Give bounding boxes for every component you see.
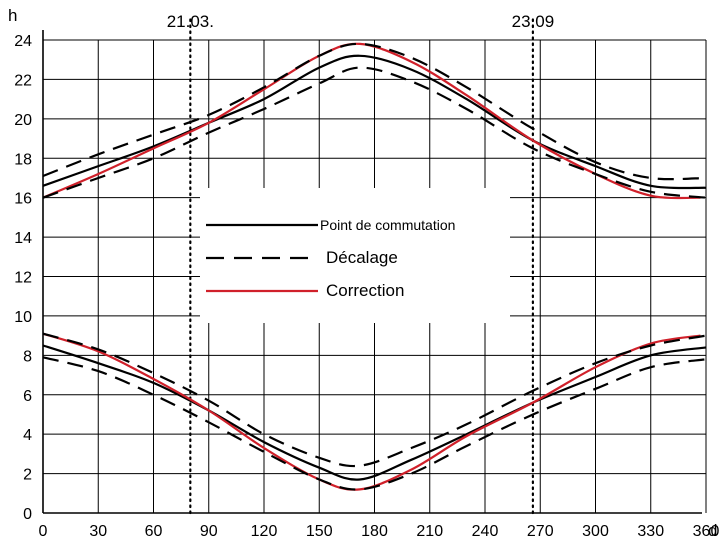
y-tick-label: 8	[23, 348, 32, 365]
date-marker-label: 21.03.	[167, 12, 214, 31]
x-tick-label: 240	[472, 523, 499, 540]
y-tick-label: 12	[14, 270, 32, 287]
y-tick-label: 2	[23, 467, 32, 484]
legend-label-offset: Décalage	[326, 248, 398, 267]
series-line-correction	[42, 42, 701, 200]
series-line-point-de-commutation	[42, 344, 707, 481]
y-tick-label: 4	[23, 427, 32, 444]
x-tick-label: 150	[306, 523, 333, 540]
y-tick-label: 10	[14, 309, 32, 326]
y-tick-label: 0	[23, 506, 32, 523]
y-tick-label: 20	[14, 112, 32, 129]
legend-background	[200, 188, 510, 323]
x-tick-label: 330	[637, 523, 664, 540]
series-line-point-de-commutation	[42, 54, 707, 190]
series-line-correction	[42, 332, 701, 491]
y-axis-unit: h	[8, 6, 17, 25]
x-tick-label: 0	[39, 523, 48, 540]
y-tick-label: 16	[14, 191, 32, 208]
x-tick-label: 300	[582, 523, 609, 540]
series-lines	[42, 42, 707, 491]
date-marker-label: 23.09	[512, 12, 555, 31]
legend-label-switch-point: Point de commutation	[320, 217, 455, 233]
x-tick-label: 210	[416, 523, 443, 540]
date-markers: 21.03. 23.09	[167, 12, 555, 515]
series-line-decalage	[42, 42, 707, 181]
x-tick-label: 270	[527, 523, 554, 540]
y-tick-label: 6	[23, 388, 32, 405]
series-line-decalage	[42, 356, 707, 491]
tick-labels: 0 30 60 90 120 150 180 210 240 270 300 330 360024681…	[14, 33, 719, 540]
x-axis-unit: d	[708, 521, 717, 540]
axes	[42, 30, 702, 514]
legend-label-correction: Correction	[326, 281, 404, 300]
y-tick-label: 14	[14, 230, 32, 247]
x-tick-label: 30	[89, 523, 107, 540]
legend: Point de commutation Décalage Correction	[200, 188, 510, 323]
x-tick-label: 180	[361, 523, 388, 540]
y-tick-label: 22	[14, 72, 32, 89]
series-line-decalage	[42, 332, 707, 468]
x-tick-label: 60	[145, 523, 163, 540]
y-tick-label: 18	[14, 151, 32, 168]
y-tick-label: 24	[14, 33, 32, 50]
x-tick-label: 120	[251, 523, 278, 540]
series-line-decalage	[42, 66, 707, 199]
x-tick-label: 90	[200, 523, 218, 540]
x-tick-label: 360	[693, 523, 720, 540]
